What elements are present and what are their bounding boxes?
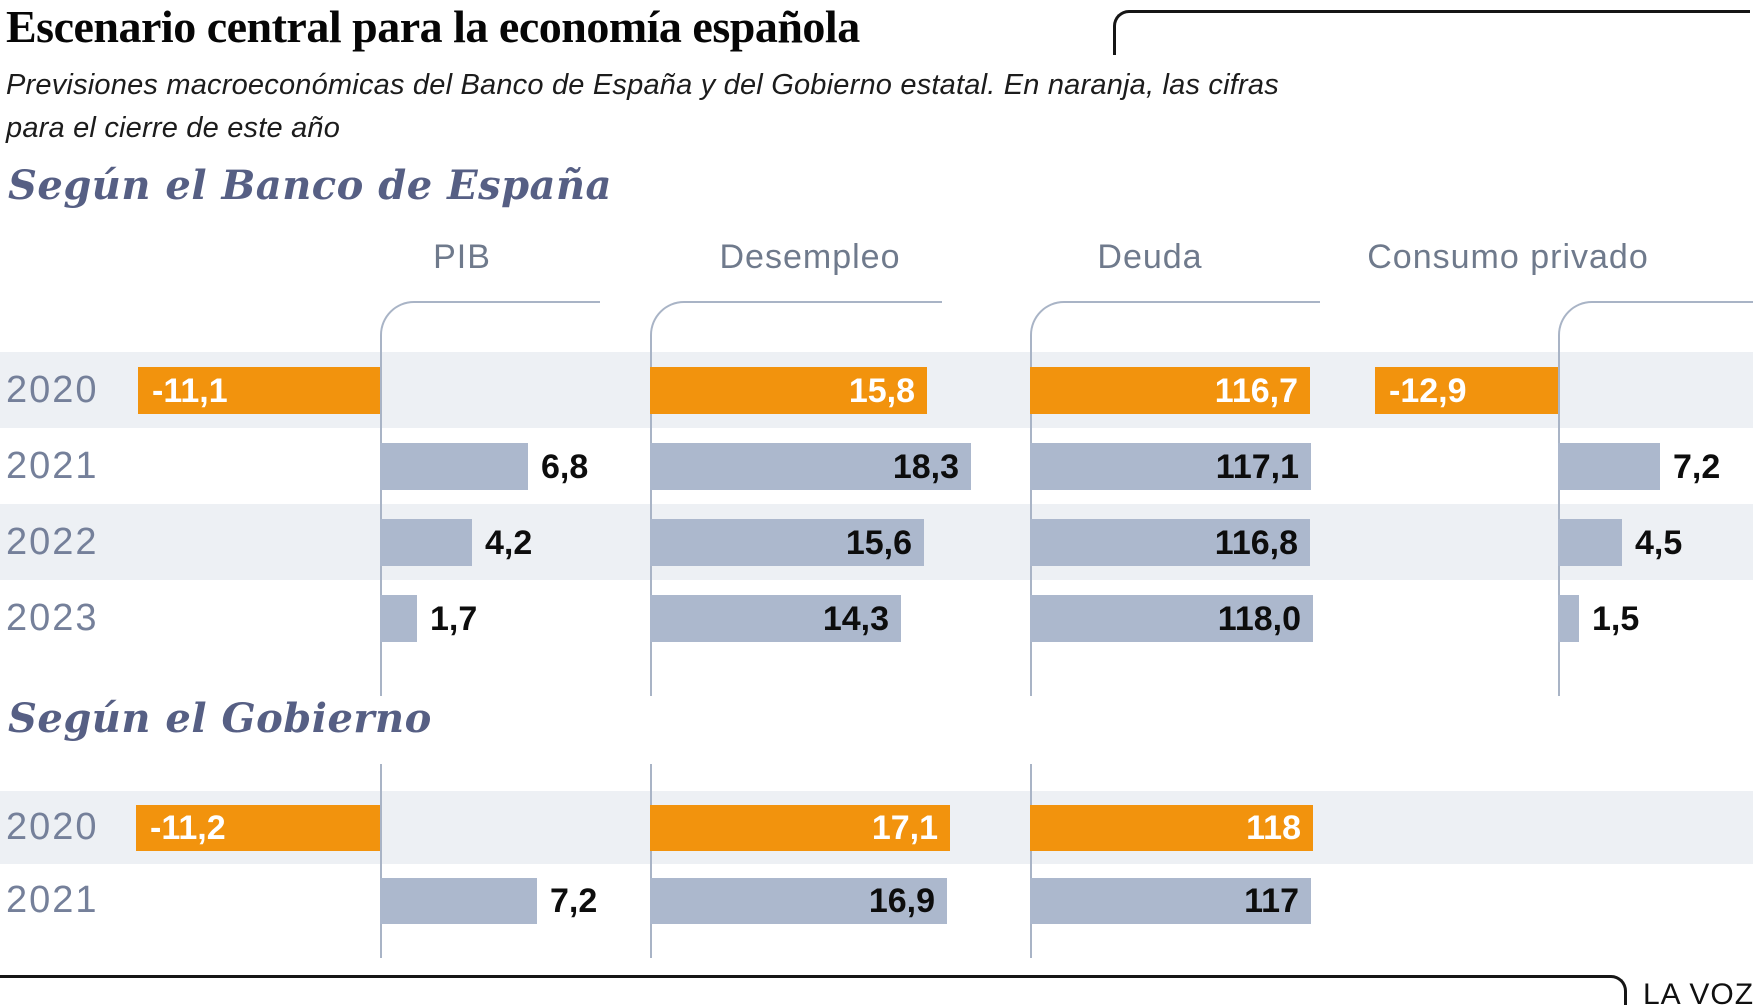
bar-value-consumo-privado-2023: 1,5 [1592,599,1640,638]
bar-desempleo-2020: 17,1 [650,805,950,851]
bar-value-deuda-2020: 118 [1246,809,1301,847]
bar-deuda-2020: 118 [1030,805,1313,851]
bar-value-deuda-2020: 116,7 [1214,371,1298,410]
axis-line-consumo-privado [1558,301,1753,696]
axis-line-pib [380,764,382,958]
bar-value-pib-2020: -11,2 [150,809,226,847]
column-header-desempleo: Desempleo [719,238,901,276]
bar-value-desempleo-2021: 16,9 [868,882,935,920]
section-title-1: Según el Gobierno [8,695,432,742]
bar-consumo-privado-2021: 7,2 [1558,443,1720,490]
bar-value-pib-2022: 4,2 [485,523,533,562]
page-title: Escenario central para la economía españ… [6,1,860,52]
bar-value-pib-2021: 7,2 [550,882,598,920]
bottom-rule [0,975,1627,1005]
axis-line-deuda [1030,301,1320,696]
bar-deuda-2023: 118,0 [1030,595,1313,642]
source-credit: LA VOZ [1643,978,1753,1005]
bar-pib-2020: -11,1 [138,367,380,414]
bar-consumo-privado-2022: 4,5 [1558,519,1682,566]
bar-desempleo-2023: 14,3 [650,595,901,642]
bar-value-consumo-privado-2021: 7,2 [1673,447,1721,486]
bar-value-pib-2021: 6,8 [541,447,589,486]
year-label-2021: 2021 [6,879,99,921]
bar-pib-2023: 1,7 [380,595,477,642]
bar-desempleo-2021: 18,3 [650,443,971,490]
bar-deuda-2021: 117,1 [1030,443,1311,490]
bar-value-desempleo-2023: 14,3 [822,599,889,638]
year-label-2020: 2020 [6,806,99,848]
bar-value-desempleo-2020: 17,1 [871,809,938,847]
bar-value-desempleo-2020: 15,8 [848,371,915,410]
bar-value-consumo-privado-2020: -12,9 [1389,371,1467,410]
column-header-consumo-privado: Consumo privado [1367,238,1649,276]
axis-line-desempleo [650,301,942,696]
subtitle-line-1: Previsiones macroeconómicas del Banco de… [6,69,1279,101]
bar-pib-2020: -11,2 [136,805,380,851]
bar-deuda-2021: 117 [1030,878,1311,924]
axis-line-desempleo [650,764,652,958]
top-bracket-line [1113,10,1750,55]
bar-pib-2021: 7,2 [380,878,597,924]
bar-value-desempleo-2022: 15,6 [845,523,912,562]
bar-pib-2022: 4,2 [380,519,532,566]
bar-desempleo-2022: 15,6 [650,519,924,566]
bar-value-consumo-privado-2022: 4,5 [1635,523,1683,562]
section-title-0: Según el Banco de España [8,162,612,209]
bar-value-deuda-2021: 117 [1244,882,1299,920]
year-label-2020: 2020 [6,368,99,411]
column-header-pib: PIB [433,238,491,276]
bar-desempleo-2021: 16,9 [650,878,947,924]
bar-value-desempleo-2021: 18,3 [892,447,959,486]
year-label-2021: 2021 [6,444,99,487]
subtitle-line-2: para el cierre de este año [6,112,341,144]
bar-pib-2021: 6,8 [380,443,588,490]
bar-desempleo-2020: 15,8 [650,367,927,414]
bar-value-deuda-2023: 118,0 [1217,599,1301,638]
axis-line-deuda [1030,764,1032,958]
bar-value-deuda-2021: 117,1 [1215,447,1299,486]
bar-value-pib-2023: 1,7 [430,599,478,638]
bar-consumo-privado-2020: -12,9 [1375,367,1558,414]
bar-deuda-2022: 116,8 [1030,519,1310,566]
chart-subtitle: Previsiones macroeconómicas del Banco de… [6,64,1279,150]
bar-consumo-privado-2023: 1,5 [1558,595,1639,642]
bar-value-deuda-2022: 116,8 [1214,523,1298,562]
year-label-2023: 2023 [6,596,99,639]
bar-deuda-2020: 116,7 [1030,367,1310,414]
bar-value-pib-2020: -11,1 [152,371,228,410]
year-label-2022: 2022 [6,520,99,563]
column-header-deuda: Deuda [1097,238,1203,276]
axis-line-pib [380,301,600,696]
